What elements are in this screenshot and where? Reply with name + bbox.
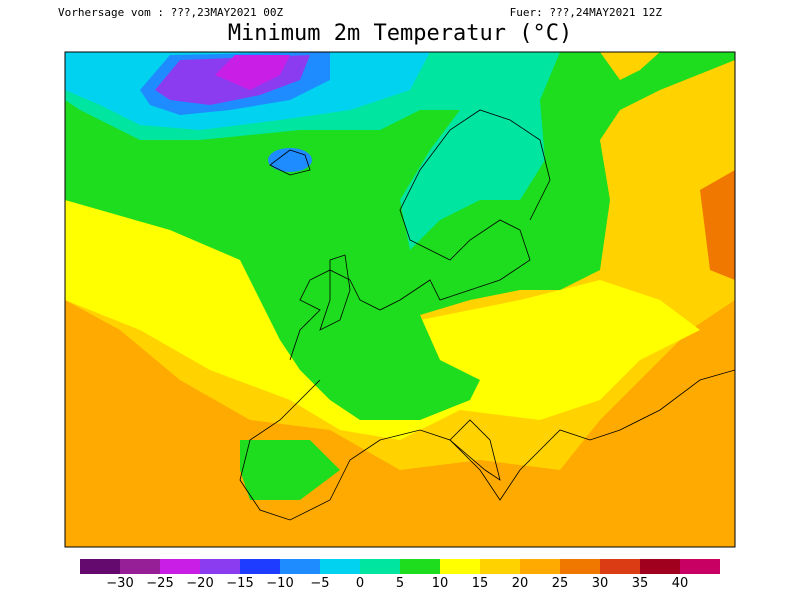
colorbar-label: −5	[310, 576, 329, 591]
field-iceland	[268, 148, 312, 172]
colorbar-label: 15	[472, 576, 489, 591]
map-title: Minimum 2m Temperatur (°C)	[228, 21, 572, 46]
coastline-north	[289, 109, 551, 361]
colorbar-swatch	[240, 559, 280, 574]
colorbar-label: 20	[512, 576, 529, 591]
coastline-britain	[319, 254, 351, 331]
colorbar-swatch	[200, 559, 240, 574]
colorbar-swatch	[280, 559, 320, 574]
run-time: Vorhersage vom : ???,23MAY2021 00Z	[58, 6, 284, 19]
colorbar-label: 35	[632, 576, 649, 591]
colorbar-swatch	[440, 559, 480, 574]
colorbar-label: −20	[186, 576, 213, 591]
colorbar-swatch	[640, 559, 680, 574]
coastline-iceland	[269, 149, 311, 176]
colorbar-swatch	[360, 559, 400, 574]
field-10-iberia	[240, 440, 340, 500]
colorbar-label: −25	[146, 576, 173, 591]
colorbar-swatch	[680, 559, 720, 574]
colorbar-swatch	[320, 559, 360, 574]
colorbar-label: 40	[672, 576, 689, 591]
colorbar-swatch	[120, 559, 160, 574]
field-minus20	[215, 55, 290, 90]
colorbar-label: 5	[396, 576, 404, 591]
colorbar-label: −30	[106, 576, 133, 591]
temperature-field	[65, 52, 735, 547]
valid-time: Fuer: ???,24MAY2021 12Z	[510, 6, 663, 19]
colorbar-label: −10	[266, 576, 293, 591]
colorbar-label: 30	[592, 576, 609, 591]
field-30	[700, 170, 735, 280]
field-10	[65, 52, 735, 420]
map-frame	[64, 51, 736, 548]
colorbar-swatch	[560, 559, 600, 574]
colorbar-swatch	[520, 559, 560, 574]
colorbar-swatch	[600, 559, 640, 574]
colorbar-label: 10	[432, 576, 449, 591]
colorbar-label: 25	[552, 576, 569, 591]
coastline-italy	[449, 419, 501, 481]
colorbar-swatch	[400, 559, 440, 574]
colorbar-label: 0	[356, 576, 364, 591]
colorbar-swatch	[480, 559, 520, 574]
colorbar-label: −15	[226, 576, 253, 591]
colorbar-swatch	[160, 559, 200, 574]
colorbar-swatch	[80, 559, 120, 574]
colorbar: −30 −25 −20 −15 −10 −5 0 5 10 15 20 25 30 35 40	[80, 559, 720, 591]
